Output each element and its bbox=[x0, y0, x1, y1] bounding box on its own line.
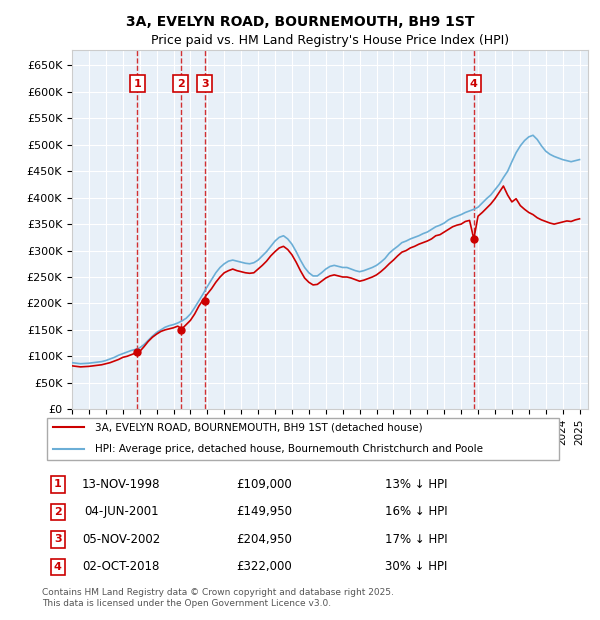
Text: 3A, EVELYN ROAD, BOURNEMOUTH, BH9 1ST (detached house): 3A, EVELYN ROAD, BOURNEMOUTH, BH9 1ST (d… bbox=[95, 422, 422, 432]
Text: 17% ↓ HPI: 17% ↓ HPI bbox=[385, 533, 448, 546]
Text: Contains HM Land Registry data © Crown copyright and database right 2025.
This d: Contains HM Land Registry data © Crown c… bbox=[42, 588, 394, 608]
Text: 2: 2 bbox=[177, 79, 184, 89]
Text: £322,000: £322,000 bbox=[236, 560, 292, 574]
Text: £109,000: £109,000 bbox=[236, 478, 292, 491]
Text: £149,950: £149,950 bbox=[236, 505, 292, 518]
Text: 02-OCT-2018: 02-OCT-2018 bbox=[83, 560, 160, 574]
Text: 13% ↓ HPI: 13% ↓ HPI bbox=[385, 478, 448, 491]
FancyBboxPatch shape bbox=[47, 418, 559, 459]
Text: 3A, EVELYN ROAD, BOURNEMOUTH, BH9 1ST: 3A, EVELYN ROAD, BOURNEMOUTH, BH9 1ST bbox=[126, 16, 474, 30]
Text: 05-NOV-2002: 05-NOV-2002 bbox=[82, 533, 160, 546]
Text: £204,950: £204,950 bbox=[236, 533, 292, 546]
Text: 3: 3 bbox=[54, 534, 62, 544]
Text: 2: 2 bbox=[54, 507, 62, 517]
Title: Price paid vs. HM Land Registry's House Price Index (HPI): Price paid vs. HM Land Registry's House … bbox=[151, 34, 509, 47]
Text: 3: 3 bbox=[201, 79, 208, 89]
Text: 4: 4 bbox=[54, 562, 62, 572]
Text: 16% ↓ HPI: 16% ↓ HPI bbox=[385, 505, 448, 518]
Text: 4: 4 bbox=[470, 79, 478, 89]
Text: 1: 1 bbox=[134, 79, 142, 89]
Text: 30% ↓ HPI: 30% ↓ HPI bbox=[385, 560, 448, 574]
Text: HPI: Average price, detached house, Bournemouth Christchurch and Poole: HPI: Average price, detached house, Bour… bbox=[95, 444, 483, 454]
Text: 13-NOV-1998: 13-NOV-1998 bbox=[82, 478, 160, 491]
Text: 04-JUN-2001: 04-JUN-2001 bbox=[84, 505, 158, 518]
Text: 1: 1 bbox=[54, 479, 62, 489]
